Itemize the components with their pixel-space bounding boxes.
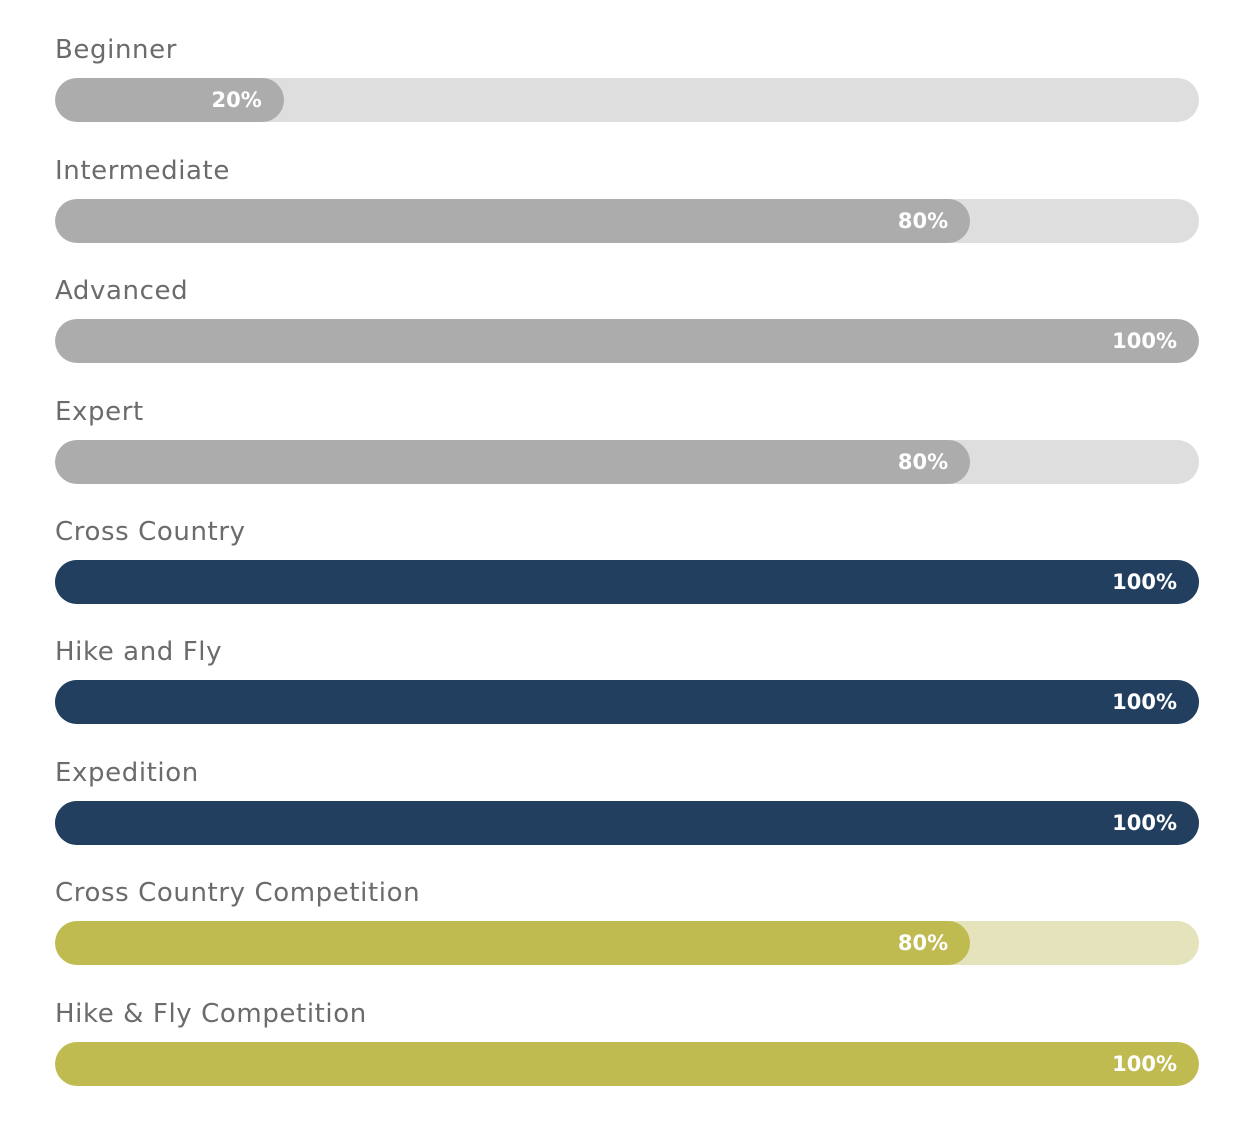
progress-fill: 100% bbox=[55, 1042, 1199, 1086]
progress-fill: 20% bbox=[55, 78, 284, 122]
progress-track: 100% bbox=[55, 319, 1199, 363]
skill-label: Cross Country Competition bbox=[55, 878, 421, 908]
skill-label: Cross Country bbox=[55, 517, 246, 547]
progress-fill: 100% bbox=[55, 801, 1199, 845]
progress-percent: 20% bbox=[211, 88, 262, 112]
skill-label: Hike & Fly Competition bbox=[55, 999, 367, 1029]
progress-percent: 100% bbox=[1112, 1052, 1177, 1076]
skill-label: Hike and Fly bbox=[55, 637, 223, 667]
skill-label: Expedition bbox=[55, 758, 199, 788]
progress-percent: 100% bbox=[1112, 570, 1177, 594]
progress-fill: 100% bbox=[55, 319, 1199, 363]
progress-fill: 80% bbox=[55, 921, 971, 965]
skill-label: Expert bbox=[55, 397, 144, 427]
progress-percent: 100% bbox=[1112, 811, 1177, 835]
progress-track: 100% bbox=[55, 680, 1199, 724]
progress-fill: 80% bbox=[55, 199, 971, 243]
progress-track: 20% bbox=[55, 78, 1199, 122]
skill-label: Intermediate bbox=[55, 156, 230, 186]
progress-track: 80% bbox=[55, 199, 1199, 243]
progress-fill: 80% bbox=[55, 440, 971, 484]
progress-percent: 80% bbox=[897, 209, 949, 233]
skill-label: Beginner bbox=[55, 35, 178, 65]
progress-track: 100% bbox=[55, 801, 1199, 845]
progress-percent: 100% bbox=[1112, 690, 1177, 714]
progress-fill: 100% bbox=[55, 680, 1199, 724]
progress-percent: 80% bbox=[897, 450, 949, 474]
progress-track: 80% bbox=[55, 921, 1199, 965]
progress-percent: 80% bbox=[897, 931, 949, 955]
skill-label: Advanced bbox=[55, 276, 189, 306]
progress-track: 100% bbox=[55, 560, 1199, 604]
progress-percent: 100% bbox=[1112, 329, 1177, 353]
progress-track: 100% bbox=[55, 1042, 1199, 1086]
progress-fill: 100% bbox=[55, 560, 1199, 604]
progress-track: 80% bbox=[55, 440, 1199, 484]
